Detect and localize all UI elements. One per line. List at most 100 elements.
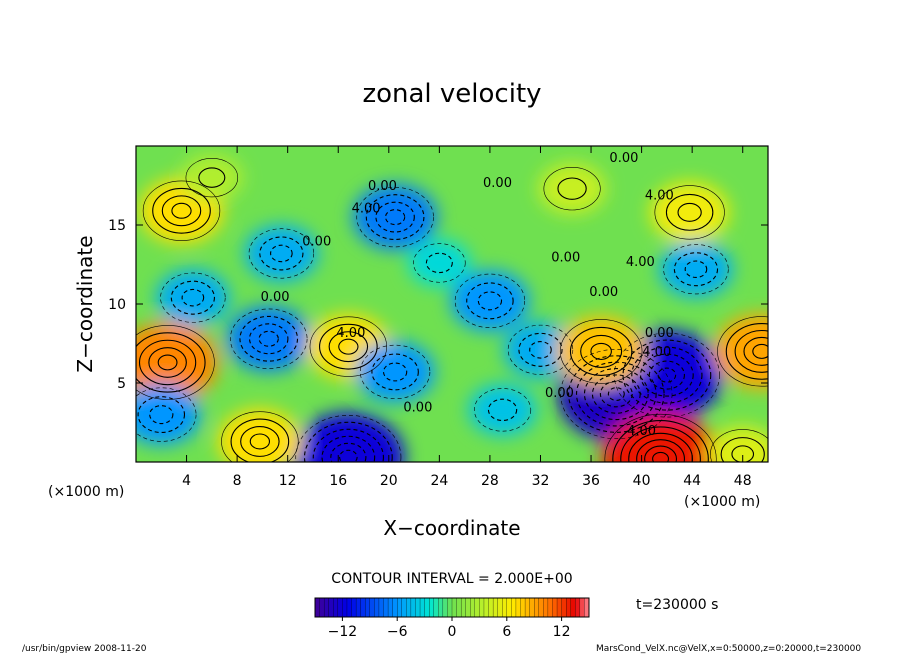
contour-line [613, 332, 720, 418]
contour-label: 4.00 [642, 345, 671, 360]
colorbar-cell [346, 597, 352, 618]
velocity-region [468, 384, 537, 436]
contour-line [170, 280, 215, 315]
colorbar-cell [328, 597, 334, 618]
colorbar-tick-label: 6 [502, 624, 511, 640]
contour-line [731, 445, 755, 462]
contour-line [620, 426, 701, 462]
contour-line [309, 316, 388, 377]
colorbar-cell [323, 597, 330, 618]
velocity-region [156, 269, 230, 326]
x-axis-ticks: 4 8 12 16 20 24 28 32 36 40 44 48 [182, 146, 752, 489]
contour-line [321, 435, 376, 462]
contour-line [136, 387, 197, 442]
contour-line [725, 323, 768, 380]
velocity-region [217, 408, 303, 462]
colorbar-cell [374, 597, 380, 618]
contour-line [136, 325, 215, 400]
colorbar-cell [392, 597, 398, 618]
contour-line [559, 319, 643, 384]
contour-line [580, 334, 623, 368]
contour-line [507, 324, 574, 375]
contour-line [181, 288, 205, 307]
contour-line [466, 282, 514, 320]
colorbar-cell [479, 597, 485, 618]
contour-line [413, 243, 466, 283]
contour-line [142, 180, 221, 241]
contour-line [673, 252, 719, 287]
contour-line [295, 414, 402, 462]
contour-line [356, 186, 434, 248]
footer-left: /usr/bin/gpview 2008-11-20 [22, 644, 147, 654]
colorbar-cell [438, 597, 444, 618]
contour-line [248, 228, 315, 279]
colorbar-tick-label: 12 [553, 624, 571, 640]
contour-line [221, 411, 299, 462]
footer-right: MarsCond_VelX.nc@VelX,x=0:50000,z=0:2000… [596, 644, 861, 654]
colorbar-cell [547, 597, 553, 618]
velocity-field: 0.00 0.00 0.00 4.00 4.00 0.00 0.00 4.00 0.00 0.00… [136, 151, 768, 462]
contour-line [652, 451, 670, 462]
contour-line [171, 202, 192, 219]
contour-line [717, 316, 768, 387]
colorbar-cell [483, 597, 489, 618]
velocity-region [244, 225, 319, 282]
velocity-region [180, 154, 243, 201]
contour-line [720, 437, 765, 462]
contour-line [591, 374, 641, 414]
contour-label: 0.00 [368, 179, 397, 194]
colorbar-cell [492, 597, 499, 618]
x-tick-label: 8 [233, 473, 242, 489]
x-tick-label: 4 [182, 473, 191, 489]
colorbar-cell [424, 597, 430, 618]
contour-line [665, 193, 714, 231]
x-unit-right: (×1000 m) [684, 494, 760, 510]
colorbar-cell [579, 597, 585, 618]
colorbar-cell [570, 597, 576, 618]
colorbar-cell [337, 597, 343, 618]
colorbar-cell [369, 597, 375, 618]
contour-label: 0.00 [302, 235, 331, 250]
colorbar: −12 −6 0 6 12 [314, 597, 590, 640]
colorbar-cell [419, 597, 426, 618]
contour-line [259, 236, 304, 271]
contour-label: 4.00 [352, 201, 381, 216]
colorbar-cell [360, 597, 366, 618]
x-tick-label: 24 [430, 473, 448, 489]
velocity-region [503, 321, 578, 378]
contour-label: 0.00 [589, 285, 618, 300]
contour-line [487, 398, 518, 422]
x-tick-label: 20 [380, 473, 398, 489]
contour-label: 0.00 [403, 400, 432, 415]
colorbar-cell [538, 597, 544, 618]
colorbar-cell [333, 597, 339, 618]
contour-line [529, 341, 552, 359]
velocity-region [538, 163, 606, 215]
contour-line [710, 429, 768, 462]
contour-line [384, 209, 406, 226]
x-tick-label: 44 [683, 473, 701, 489]
contour-line [258, 330, 279, 347]
colorbar-cell [529, 597, 535, 618]
plot-area: 0.00 0.00 0.00 4.00 4.00 0.00 0.00 4.00 0.00 0.00… [108, 145, 769, 489]
colorbar-cell [314, 597, 321, 618]
contour-line [454, 273, 526, 328]
contour-label: 0.00 [261, 290, 290, 305]
contour-line [622, 339, 712, 411]
colorbar-cell [534, 597, 540, 618]
contour-line [654, 185, 725, 240]
contour-line [230, 308, 308, 369]
colorbar-cell [556, 597, 563, 618]
velocity-region [659, 241, 733, 298]
colorbar-cell [383, 597, 389, 618]
contour-interval-text: CONTOUR INTERVAL = 2.000E+00 [331, 571, 572, 587]
colorbar-cell [488, 597, 494, 618]
x-tick-label: 36 [582, 473, 600, 489]
velocity-blobs [136, 154, 768, 462]
contour-line [663, 244, 729, 295]
contour-line [518, 332, 563, 367]
contour-line [543, 167, 601, 211]
contour-line [270, 244, 293, 263]
x-tick-label: 28 [481, 473, 499, 489]
colorbar-tick-label: −12 [328, 624, 358, 640]
